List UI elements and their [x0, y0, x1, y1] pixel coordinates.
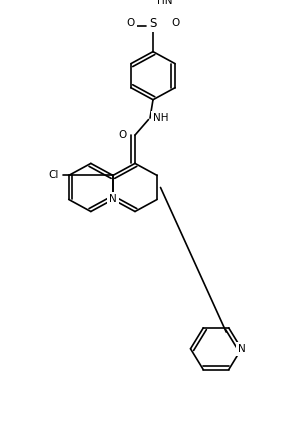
Text: S: S [149, 17, 157, 30]
Text: NH: NH [153, 113, 169, 123]
Text: N: N [109, 194, 117, 205]
Text: Cl: Cl [48, 170, 58, 181]
Text: N: N [238, 344, 245, 354]
Text: O: O [119, 130, 127, 140]
Text: HN: HN [158, 0, 173, 6]
Text: O: O [171, 18, 180, 28]
Text: O: O [126, 18, 135, 28]
